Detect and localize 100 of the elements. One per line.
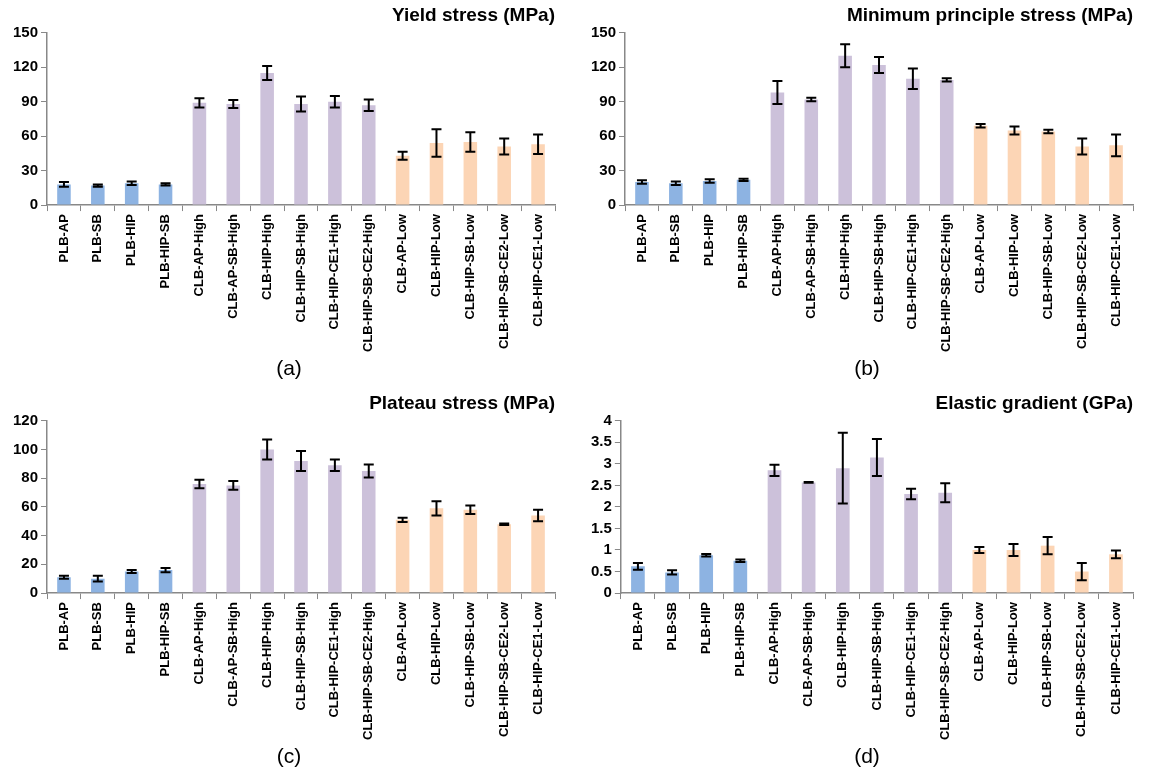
x-tick-label: PLB-SB	[663, 602, 679, 651]
x-tick-label: PLB-SB	[667, 214, 683, 263]
bar	[1041, 131, 1056, 205]
x-tick-label: CLB-HIP-High	[834, 602, 850, 688]
bar	[699, 555, 714, 593]
y-tick-label: 1	[603, 540, 612, 558]
y-tick-label: 120	[591, 57, 617, 75]
x-tick-label: CLB-AP-Low	[970, 601, 986, 682]
chart-title: Elastic gradient (GPa)	[935, 391, 1133, 413]
bar	[226, 485, 241, 593]
y-tick-label: 30	[599, 160, 617, 178]
y-tick-label: 0	[607, 195, 617, 213]
x-tick-label: PLB-HIP-SB	[735, 214, 751, 289]
bar	[124, 183, 139, 205]
bar	[192, 102, 207, 205]
y-tick-label: 90	[599, 91, 617, 109]
x-tick-label: PLB-HIP	[123, 213, 139, 267]
bar	[669, 183, 683, 205]
chart-title: Yield stress (MPa)	[392, 3, 555, 25]
y-tick-label: 120	[13, 410, 39, 428]
bar	[226, 104, 241, 205]
x-tick-label: CLB-AP-SB-High	[802, 214, 818, 319]
bar	[294, 461, 308, 593]
y-tick-label: 4	[603, 410, 613, 428]
x-tick-label: CLB-HIP-SB-CE2-High	[360, 602, 376, 740]
y-tick-label: 40	[21, 525, 39, 543]
x-tick-label: CLB-HIP-CE1-Low	[529, 601, 545, 715]
bar	[939, 79, 954, 205]
bar	[463, 509, 478, 593]
y-tick-label: 0	[29, 195, 39, 213]
bar	[158, 184, 173, 205]
bar	[733, 560, 748, 593]
bar	[804, 99, 819, 205]
x-tick-label: CLB-HIP-SB-High	[292, 602, 308, 711]
y-tick-label: 20	[21, 554, 39, 572]
bar	[294, 104, 308, 205]
x-tick-label: CLB-HIP-CE1-High	[326, 602, 342, 718]
bar	[361, 471, 376, 593]
y-tick-label: 150	[591, 22, 617, 40]
x-tick-label: CLB-HIP-CE1-High	[902, 602, 918, 718]
x-tick-label: PLB-AP	[55, 213, 71, 263]
x-tick-label: CLB-HIP-CE1-Low	[1107, 601, 1123, 715]
bar	[665, 572, 679, 593]
x-tick-label: CLB-AP-SB-High	[224, 602, 240, 707]
y-tick-label: 1.5	[590, 518, 612, 536]
y-tick-label: 30	[21, 160, 39, 178]
x-tick-label: CLB-HIP-CE1-Low	[1107, 213, 1123, 327]
bar	[1040, 545, 1055, 593]
y-tick-label: 150	[13, 22, 39, 40]
y-tick-label: 90	[21, 91, 39, 109]
y-tick-label: 2.5	[590, 475, 612, 493]
bar	[531, 515, 545, 593]
bar	[192, 483, 207, 593]
chart-title: Plateau stress (MPa)	[369, 391, 555, 413]
text: (d)	[853, 744, 881, 768]
x-tick-label: CLB-AP-High	[769, 214, 784, 297]
x-tick-label: PLB-HIP-SB	[157, 214, 173, 289]
bar	[838, 55, 852, 205]
bar	[429, 508, 444, 593]
y-tick-label: 100	[13, 439, 39, 457]
x-tick-label: PLB-HIP	[697, 601, 713, 655]
bar	[635, 182, 649, 205]
bar	[57, 184, 71, 205]
x-tick-label: CLB-HIP-SB-Low	[461, 213, 477, 320]
x-tick-label: PLB-AP	[633, 213, 649, 263]
y-tick-label: 80	[21, 468, 39, 486]
x-tick-label: PLB-SB	[89, 602, 105, 651]
bar	[1007, 130, 1022, 205]
bar	[702, 180, 717, 205]
x-tick-label: CLB-HIP-Low	[428, 601, 444, 686]
bar	[260, 449, 274, 593]
bar	[328, 101, 342, 205]
x-tick-label: CLB-HIP-High	[836, 214, 852, 300]
bar	[1109, 554, 1123, 593]
bar	[631, 566, 645, 593]
bar	[938, 492, 953, 593]
x-tick-label: CLB-HIP-SB-CE2-High	[936, 602, 952, 740]
x-tick-label: CLB-AP-Low	[394, 601, 410, 682]
text: (c)	[275, 744, 303, 768]
y-tick-label: 0.5	[590, 561, 612, 579]
x-tick-label: CLB-HIP-Low	[1006, 213, 1022, 298]
x-tick-label: CLB-HIP-CE1-High	[904, 214, 920, 330]
x-tick-label: PLB-HIP	[701, 213, 717, 267]
x-tick-label: CLB-HIP-CE1-Low	[529, 213, 545, 327]
y-tick-label: 60	[599, 126, 617, 144]
x-tick-label: PLB-SB	[89, 214, 105, 263]
y-tick-label: 3.5	[590, 432, 612, 450]
bar	[1075, 146, 1089, 205]
x-tick-label: CLB-HIP-CE1-High	[326, 214, 342, 330]
bar	[531, 144, 545, 205]
x-tick-label: CLB-AP-SB-High	[800, 602, 816, 707]
x-tick-label: CLB-HIP-Low	[428, 213, 444, 298]
bar	[870, 457, 884, 593]
bar	[497, 524, 511, 593]
bar	[906, 78, 920, 205]
bar	[973, 125, 988, 205]
chart-title: Minimum principle stress (MPa)	[846, 3, 1133, 25]
x-tick-label: PLB-AP	[629, 601, 645, 651]
bar	[463, 141, 478, 205]
bar	[904, 494, 918, 593]
